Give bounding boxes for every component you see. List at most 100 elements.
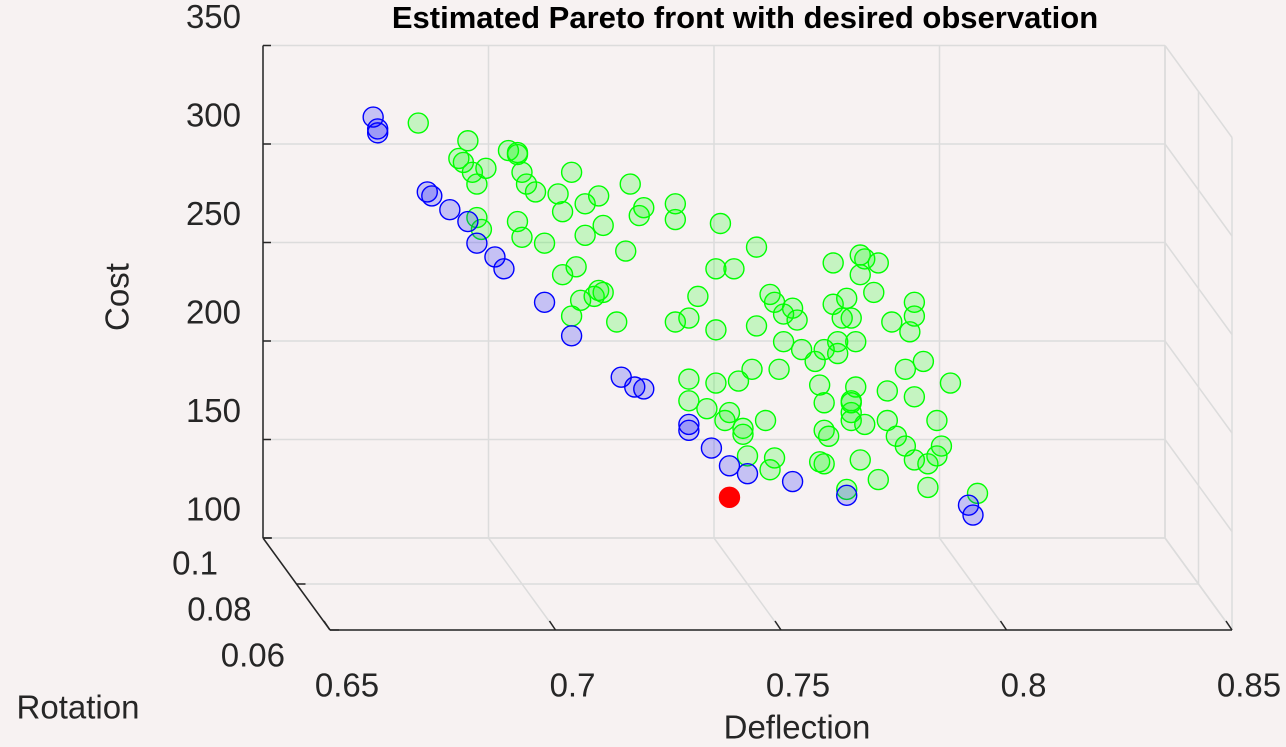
point (574, 193, 596, 215)
point (619, 173, 641, 195)
point (511, 161, 533, 183)
y-tick-label: 0.1 (172, 545, 218, 582)
point (867, 252, 889, 274)
point (457, 210, 479, 233)
point (854, 413, 876, 436)
y-tick-label: 0.06 (221, 637, 285, 674)
point (628, 204, 650, 227)
point (723, 258, 745, 280)
point (560, 161, 583, 183)
point (849, 449, 871, 471)
z-tick-label: 250 (186, 195, 241, 232)
point (763, 447, 786, 469)
point (696, 397, 718, 420)
point (678, 390, 700, 412)
point (515, 173, 538, 195)
point (678, 307, 700, 329)
point (624, 376, 646, 398)
point (718, 486, 741, 509)
x-axis-label: Deflection (724, 709, 871, 746)
point (772, 330, 795, 353)
x-tick (999, 620, 1008, 631)
point (881, 311, 903, 333)
z-tick-label: 200 (186, 294, 241, 331)
point (615, 240, 637, 262)
point (362, 106, 384, 128)
point (493, 258, 515, 280)
point (484, 246, 506, 268)
point (772, 303, 795, 325)
point (470, 218, 493, 241)
point (574, 224, 596, 247)
point (926, 445, 948, 467)
point (790, 338, 813, 361)
point (894, 358, 917, 380)
point (917, 476, 939, 499)
y-axis-label: Rotation (17, 689, 140, 726)
point (899, 321, 921, 343)
point (421, 185, 443, 207)
point (506, 143, 529, 166)
chart-title: Estimated Pareto front with desired obse… (392, 0, 1098, 35)
point (808, 374, 831, 396)
point (903, 305, 926, 327)
point (854, 248, 876, 270)
point (754, 409, 777, 432)
x-tick-label: 0.7 (550, 667, 596, 704)
point (678, 368, 700, 390)
x-tick (323, 620, 331, 631)
point (664, 311, 687, 333)
point (732, 423, 754, 445)
point (560, 305, 583, 327)
point (840, 392, 862, 414)
point (592, 281, 614, 304)
point (840, 409, 862, 432)
point (781, 470, 804, 493)
point (939, 372, 962, 394)
point (876, 409, 899, 432)
point (592, 214, 614, 237)
point (732, 417, 754, 440)
point (903, 386, 926, 408)
point (533, 291, 556, 313)
point (759, 459, 781, 481)
point (817, 425, 840, 447)
point (533, 232, 556, 254)
point (466, 173, 488, 195)
x-tick-label: 0.8 (1001, 667, 1047, 704)
point (966, 482, 989, 505)
x-tick (774, 620, 782, 631)
point (407, 112, 429, 134)
point (700, 437, 723, 459)
point (687, 285, 709, 308)
x-tick-label: 0.65 (315, 667, 379, 704)
point (863, 281, 885, 304)
x-tick-label: 0.75 (766, 667, 830, 704)
point (457, 130, 479, 152)
point (745, 315, 768, 337)
point (768, 358, 790, 380)
point (845, 330, 867, 353)
point (736, 462, 759, 485)
point (786, 309, 808, 331)
point (804, 350, 826, 373)
point (709, 212, 732, 235)
point (678, 419, 700, 442)
x-tick (1225, 620, 1233, 631)
point (439, 198, 461, 221)
point (813, 453, 835, 475)
point (912, 350, 935, 373)
point (813, 338, 835, 361)
point (836, 484, 858, 507)
point (840, 307, 862, 329)
z-axis-label: Cost (99, 263, 136, 331)
point (551, 264, 574, 286)
z-tick-label: 150 (186, 392, 241, 429)
point (827, 330, 849, 353)
point (461, 161, 484, 183)
point (836, 478, 858, 501)
point (664, 208, 687, 231)
point (876, 380, 899, 402)
